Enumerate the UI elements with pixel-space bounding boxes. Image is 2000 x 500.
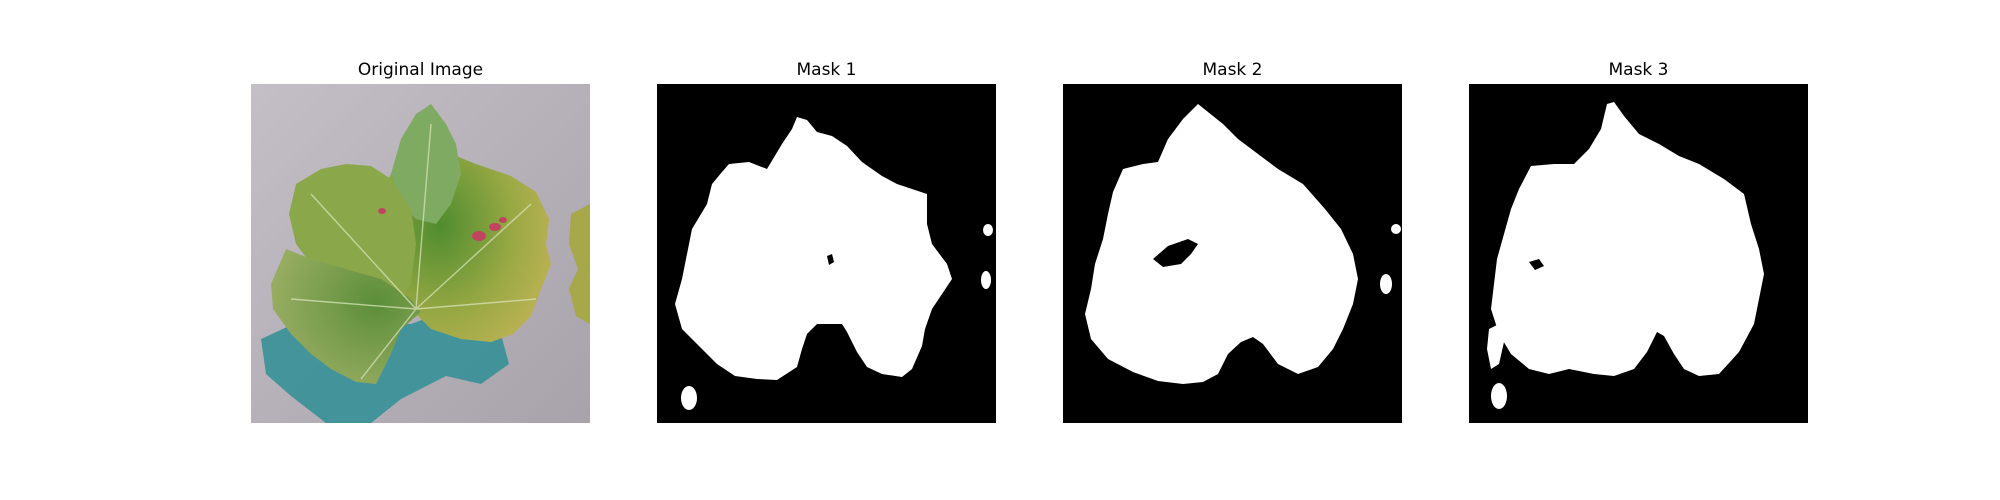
mask-2-speck-right-2 (1380, 274, 1392, 294)
mask-3-fragment-left (1487, 324, 1504, 369)
panel-title-mask-3: Mask 3 (1608, 60, 1669, 80)
mask-1-image (657, 84, 996, 423)
mask-3-leaf-region (1491, 102, 1764, 376)
mask-2-image (1063, 84, 1402, 423)
leaf-top-lobe (391, 104, 461, 224)
panel-title-mask-2: Mask 2 (1202, 60, 1263, 80)
mask-3-image (1469, 84, 1808, 423)
mask-1-hole (827, 254, 834, 265)
mask-1-speck-right-1 (983, 224, 993, 236)
mask-2-speck-right-1 (1391, 224, 1401, 234)
panel-original-image: Original Image (251, 56, 590, 423)
mask-1-speck-bottom-left (681, 386, 697, 410)
leaf-lesions (378, 208, 507, 241)
leaf-veins (290, 123, 537, 380)
panel-mask-2: Mask 2 (1063, 56, 1402, 423)
mask-3-hole (1529, 259, 1544, 270)
panel-title-original-image: Original Image (357, 60, 484, 80)
panel-mask-1: Mask 1 (657, 56, 996, 423)
mask-2-hole (1153, 239, 1198, 267)
original-leaf-photo (251, 84, 590, 423)
panel-mask-3: Mask 3 (1469, 56, 1808, 423)
mask-2-leaf-region (1085, 104, 1358, 384)
mask-3-speck-bottom-left (1491, 383, 1507, 409)
mask-1-leaf-region (675, 117, 952, 380)
neighbor-leaf-fragment (569, 204, 590, 324)
panel-title-mask-1: Mask 1 (796, 60, 857, 80)
mask-1-speck-right-2 (981, 271, 991, 289)
